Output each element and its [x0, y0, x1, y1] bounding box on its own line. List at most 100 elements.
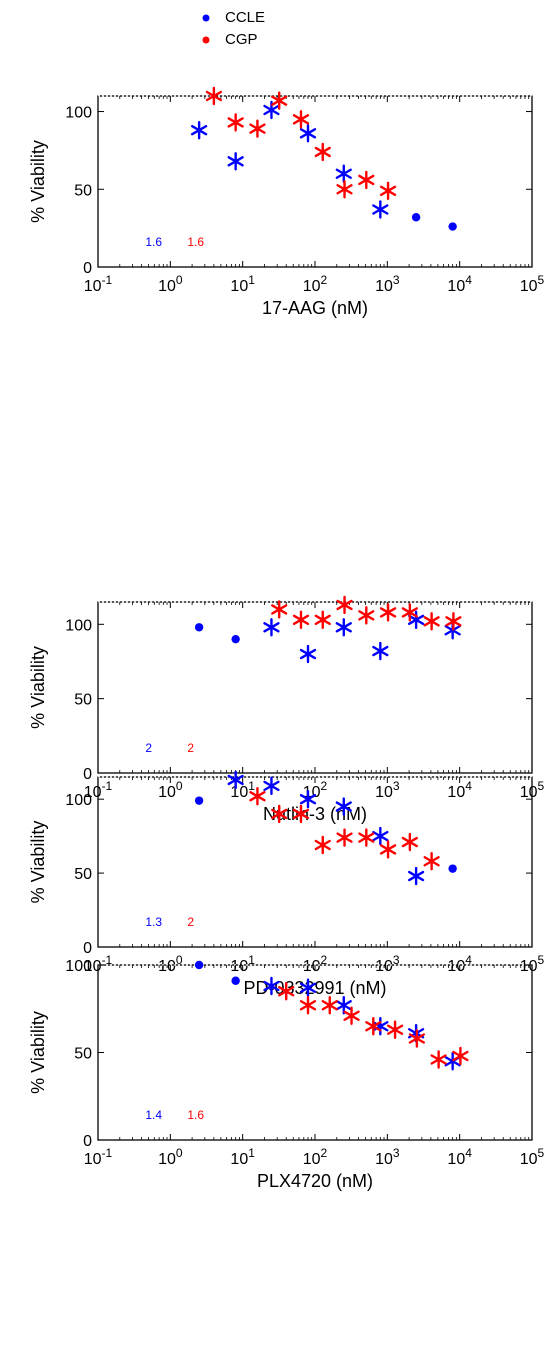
- data-point-cgp: [379, 181, 397, 201]
- legend-label-cgp: CGP: [225, 31, 258, 48]
- y-tick-label: 100: [65, 617, 92, 634]
- data-point-cgp: [271, 91, 288, 110]
- data-point-ccle: [299, 644, 317, 664]
- data-point-cgp: [401, 603, 418, 622]
- ic50-annotation: 2: [187, 915, 194, 929]
- data-point-ccle: [372, 641, 389, 661]
- x-tick-label: 103: [375, 953, 400, 975]
- x-tick-label: 102: [303, 953, 328, 975]
- data-point-ccle: [190, 121, 208, 140]
- x-tick-label: 100: [158, 1146, 183, 1168]
- data-point-cgp: [292, 110, 310, 129]
- y-axis-label: % Viability: [28, 821, 48, 904]
- data-point-ccle: [372, 200, 389, 219]
- data-point-cgp: [343, 1006, 360, 1025]
- y-axis-label: % Viability: [28, 646, 48, 729]
- x-tick-label: 104: [447, 953, 472, 975]
- y-tick-label: 0: [83, 260, 92, 277]
- data-point-ccle: [407, 866, 425, 886]
- data-point-cgp: [445, 612, 462, 631]
- x-tick-label: 101: [230, 1146, 255, 1168]
- data-point-cgp: [423, 852, 440, 871]
- x-tick-label: 100: [158, 273, 183, 295]
- data-point-ccle: [335, 996, 352, 1015]
- x-tick-label: 103: [375, 273, 400, 295]
- data-point-cgp: [365, 1017, 382, 1036]
- y-axis-label: % Viability: [28, 140, 48, 223]
- panel-plx4720-nm: 10-1 100 101 102 103 104 105 0 50 100 PLX4720 (nM)…: [28, 958, 545, 1191]
- ic50-annotation: 2: [145, 741, 152, 755]
- x-tick-label: 10-1: [84, 1146, 113, 1168]
- data-point-cgp: [379, 603, 397, 622]
- data-point-cgp: [227, 113, 244, 132]
- ic50-annotation: 1.6: [187, 235, 204, 249]
- data-point-cgp: [299, 996, 317, 1015]
- y-tick-label: 50: [74, 866, 92, 883]
- legend-marker-cgp: [202, 36, 210, 44]
- data-point-ccle: [372, 826, 389, 846]
- data-point-cgp: [358, 606, 375, 625]
- legend-label-ccle: CCLE: [225, 9, 265, 26]
- data-point-ccle: [407, 610, 425, 630]
- data-point-cgp: [358, 170, 375, 190]
- ic50-annotation: 2: [187, 741, 194, 755]
- ic50-annotation: 1.6: [187, 1108, 204, 1122]
- x-tick-label: 10-1: [84, 273, 113, 295]
- data-point-ccle: [411, 213, 421, 222]
- x-tick-label: 104: [447, 779, 472, 801]
- x-tick-label: 10-1: [84, 953, 113, 975]
- data-point-cgp: [430, 1050, 447, 1069]
- x-tick-label: 104: [447, 1146, 472, 1168]
- data-point-ccle: [227, 152, 244, 171]
- y-tick-label: 0: [83, 940, 92, 957]
- data-point-cgp: [379, 840, 397, 859]
- data-point-ccle: [194, 960, 204, 970]
- x-tick-label: 103: [375, 1146, 400, 1168]
- data-point-ccle: [299, 124, 317, 143]
- data-point-cgp: [336, 828, 353, 847]
- data-point-ccle: [227, 770, 244, 790]
- legend: CCLE CGP: [202, 9, 265, 48]
- data-point-cgp: [271, 600, 288, 619]
- axes-box: [97, 95, 533, 268]
- y-tick-label: 50: [74, 692, 92, 709]
- data-point-cgp: [336, 595, 353, 615]
- panel-17-aag-nm: 10-1 100 101 102 103 104 105 0 50 100 17-AAG (nM)%…: [28, 86, 545, 318]
- x-tick-label: 100: [158, 953, 183, 975]
- data-point-ccle: [335, 164, 352, 183]
- data-point-ccle: [263, 618, 280, 637]
- ic50-annotation: 1.3: [145, 915, 162, 929]
- y-tick-label: 50: [74, 182, 92, 199]
- data-point-ccle: [335, 618, 352, 637]
- data-point-cgp: [278, 982, 295, 1001]
- x-tick-label: 103: [375, 779, 400, 801]
- data-point-cgp: [423, 612, 440, 631]
- y-axis-label: % Viability: [28, 1011, 48, 1094]
- y-tick-label: 0: [83, 1133, 92, 1150]
- x-tick-label: 104: [447, 273, 472, 295]
- data-point-ccle: [448, 864, 457, 873]
- x-axis-label: PLX4720 (nM): [257, 1171, 373, 1191]
- x-tick-label: 100: [158, 779, 183, 801]
- y-tick-label: 0: [83, 766, 92, 783]
- x-tick-label: 102: [303, 273, 328, 295]
- y-tick-label: 100: [65, 792, 92, 809]
- data-point-ccle: [299, 978, 317, 997]
- x-tick-label: 105: [520, 273, 545, 295]
- panels: 10-1 100 101 102 103 104 105 0 50 100 17-AAG (nM)%…: [28, 86, 545, 1191]
- y-tick-label: 50: [74, 1046, 92, 1063]
- data-point-ccle: [263, 776, 280, 796]
- data-point-cgp: [249, 787, 266, 806]
- data-point-cgp: [358, 828, 375, 847]
- data-point-cgp: [408, 1029, 425, 1048]
- data-point-cgp: [249, 119, 266, 138]
- data-point-ccle: [299, 789, 317, 809]
- data-point-cgp: [314, 835, 331, 855]
- data-point-cgp: [336, 180, 353, 199]
- x-axis-label: 17-AAG (nM): [262, 298, 368, 318]
- data-point-ccle: [194, 796, 204, 805]
- data-point-cgp: [271, 804, 288, 824]
- data-point-ccle: [194, 623, 204, 632]
